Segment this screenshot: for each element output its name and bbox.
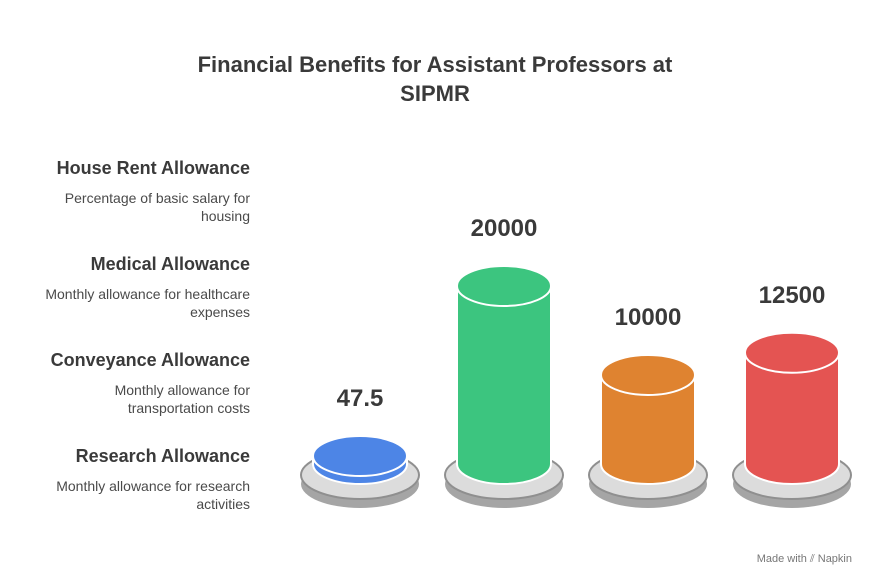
label-description-line-2: transportation costs — [127, 400, 250, 416]
label-description: Monthly allowance for transportation cos… — [0, 381, 250, 417]
label-description: Monthly allowance for healthcare expense… — [0, 285, 250, 321]
label-title: Medical Allowance — [90, 254, 250, 274]
bar-2-value-label: 20000 — [471, 215, 538, 242]
label-description-line-1: Monthly allowance for research — [56, 478, 250, 494]
label-description-line-1: Monthly allowance for healthcare — [45, 286, 250, 302]
label-title: Conveyance Allowance — [50, 350, 250, 370]
bar-3-body — [600, 374, 696, 485]
bar-3-top — [600, 354, 696, 396]
label-medical: Medical Allowance Monthly allowance for … — [0, 253, 250, 321]
bar-4-body — [744, 351, 840, 485]
chart-title: Financial Benefits for Assistant Profess… — [0, 50, 870, 108]
label-title: Research Allowance — [75, 446, 250, 466]
label-description-line-1: Monthly allowance for — [114, 382, 250, 398]
chart-title-line-2: SIPMR — [400, 81, 470, 106]
label-description-line-1: Percentage of basic salary for — [64, 190, 250, 206]
label-house-rent: House Rent Allowance Percentage of basic… — [0, 157, 250, 225]
bar-2-top — [456, 265, 552, 307]
label-description: Percentage of basic salary for housing — [0, 189, 250, 225]
bar-4-top — [744, 331, 840, 374]
label-conveyance: Conveyance Allowance Monthly allowance f… — [0, 349, 250, 417]
label-description-line-2: housing — [200, 208, 250, 224]
label-description-line-2: activities — [196, 496, 250, 512]
credit-brand: Napkin — [817, 553, 852, 565]
credit-prefix: Made with — [756, 553, 807, 565]
bar-2-body — [456, 285, 552, 485]
napkin-logo-icon: ⫽ — [809, 553, 815, 565]
label-research: Research Allowance Monthly allowance for… — [0, 445, 250, 513]
label-description: Monthly allowance for research activitie… — [0, 477, 250, 513]
chart-title-line-1: Financial Benefits for Assistant Profess… — [197, 52, 673, 77]
bar-3-value-label: 10000 — [615, 304, 682, 331]
label-title: House Rent Allowance — [56, 158, 250, 178]
label-description-line-2: expenses — [190, 304, 250, 320]
bar-4-value-label: 12500 — [759, 282, 826, 309]
bar-1-top — [312, 435, 408, 477]
bar-1-value-label: 47.5 — [337, 385, 384, 412]
napkin-credit: Made with ⫽ Napkin — [757, 553, 852, 566]
